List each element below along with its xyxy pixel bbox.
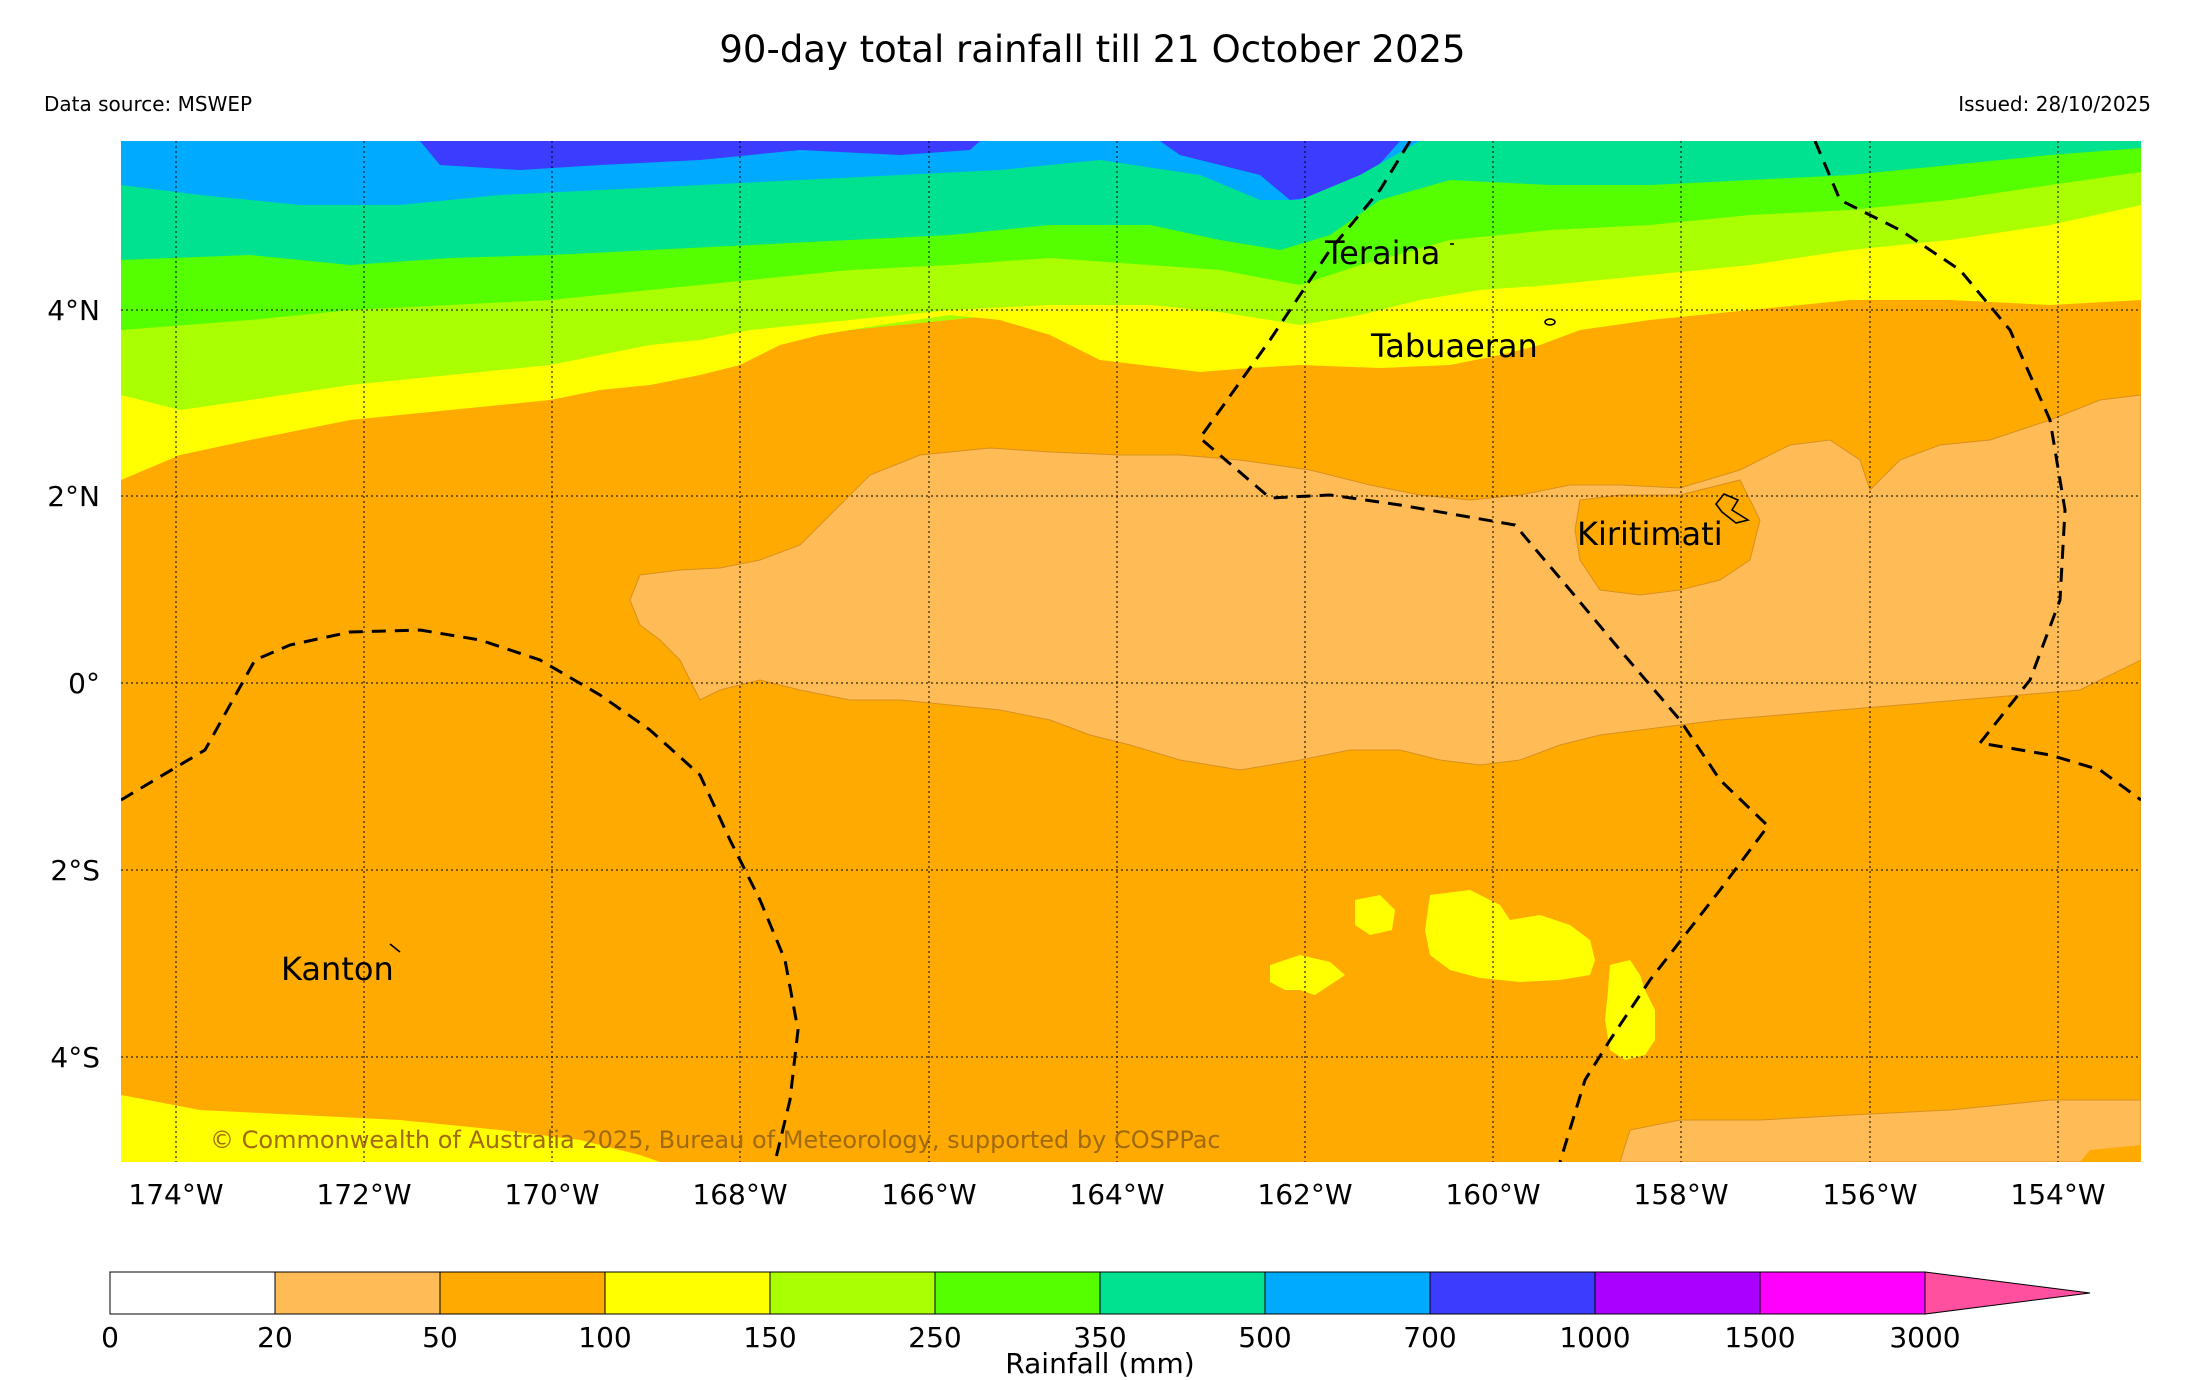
- label-teraina: Teraina: [1324, 234, 1440, 272]
- longitude-labels: 174°W 172°W 170°W 168°W 166°W 164°W 162°…: [128, 1178, 2105, 1211]
- island-outlines: [389, 243, 1751, 953]
- label-kanton: Kanton: [281, 950, 394, 988]
- colorbar-segment: [604, 1271, 771, 1315]
- colorbar-segment: [1429, 1271, 1596, 1315]
- colorbar-segment: [1099, 1271, 1266, 1315]
- copyright-notice: © Commonwealth of Australia 2025, Bureau…: [210, 1126, 1221, 1154]
- colorbar-segment: [1594, 1271, 1761, 1315]
- colorbar-tick-label: 20: [257, 1321, 293, 1354]
- lon-label: 160°W: [1445, 1178, 1540, 1211]
- colorbar-segment: [274, 1271, 441, 1315]
- data-source: Data source: MSWEP: [44, 92, 253, 116]
- lon-label: 164°W: [1069, 1178, 1164, 1211]
- lon-label: 174°W: [128, 1178, 223, 1211]
- colorbar-tick-label: 500: [1238, 1321, 1291, 1354]
- lon-label: 158°W: [1633, 1178, 1728, 1211]
- lon-label: 170°W: [504, 1178, 599, 1211]
- colorbar-segment: [439, 1271, 606, 1315]
- colorbar-tick-label: 1000: [1559, 1321, 1630, 1354]
- lat-label: 4°N: [47, 294, 100, 327]
- lat-label: 0°: [68, 667, 100, 700]
- colorbar-segment: [1759, 1271, 1926, 1315]
- map-title: 90-day total rainfall till 21 October 20…: [719, 28, 1466, 71]
- lon-label: 166°W: [881, 1178, 976, 1211]
- latitude-labels: 4°N 2°N 0° 2°S 4°S: [47, 294, 100, 1074]
- colorbar-tick-label: 250: [908, 1321, 961, 1354]
- colorbar-segment: [934, 1271, 1101, 1315]
- colorbar-tick-label: 50: [422, 1321, 458, 1354]
- colorbar-tick-label: 1500: [1724, 1321, 1795, 1354]
- label-kiritimati: Kiritimati: [1577, 515, 1723, 553]
- colorbar-tick-label: 100: [578, 1321, 631, 1354]
- eez-boundaries: [121, 141, 2141, 1162]
- colorbar-tick-label: 150: [743, 1321, 796, 1354]
- colorbar-segment: [1264, 1271, 1431, 1315]
- lon-label: 156°W: [1822, 1178, 1917, 1211]
- colorbar-tick-label: 0: [101, 1321, 119, 1354]
- colorbar-segment: [769, 1271, 936, 1315]
- lat-label: 2°N: [47, 480, 100, 513]
- lat-label: 2°S: [50, 854, 100, 887]
- label-tabuaeran: Tabuaeran: [1370, 327, 1538, 365]
- colorbar-extension-arrow: [1924, 1271, 2091, 1315]
- colorbar-tick-label: 350: [1073, 1321, 1126, 1354]
- rainfall-field: [121, 141, 2141, 1162]
- colorbar-tick-label: 3000: [1889, 1321, 1960, 1354]
- graticule: [121, 141, 2141, 1162]
- colorbar-segment: [109, 1271, 276, 1315]
- lon-label: 154°W: [2010, 1178, 2105, 1211]
- colorbar-label: Rainfall (mm): [1005, 1347, 1194, 1380]
- issued-date: Issued: 28/10/2025: [1958, 92, 2151, 116]
- colorbar-tick-label: 700: [1403, 1321, 1456, 1354]
- colorbar: 0 20 50 100 150 250 350 500 700 1000 1500 3000: [101, 1271, 2091, 1354]
- lon-label: 162°W: [1257, 1178, 1352, 1211]
- lon-label: 172°W: [316, 1178, 411, 1211]
- lat-label: 4°S: [50, 1041, 100, 1074]
- lon-label: 168°W: [692, 1178, 787, 1211]
